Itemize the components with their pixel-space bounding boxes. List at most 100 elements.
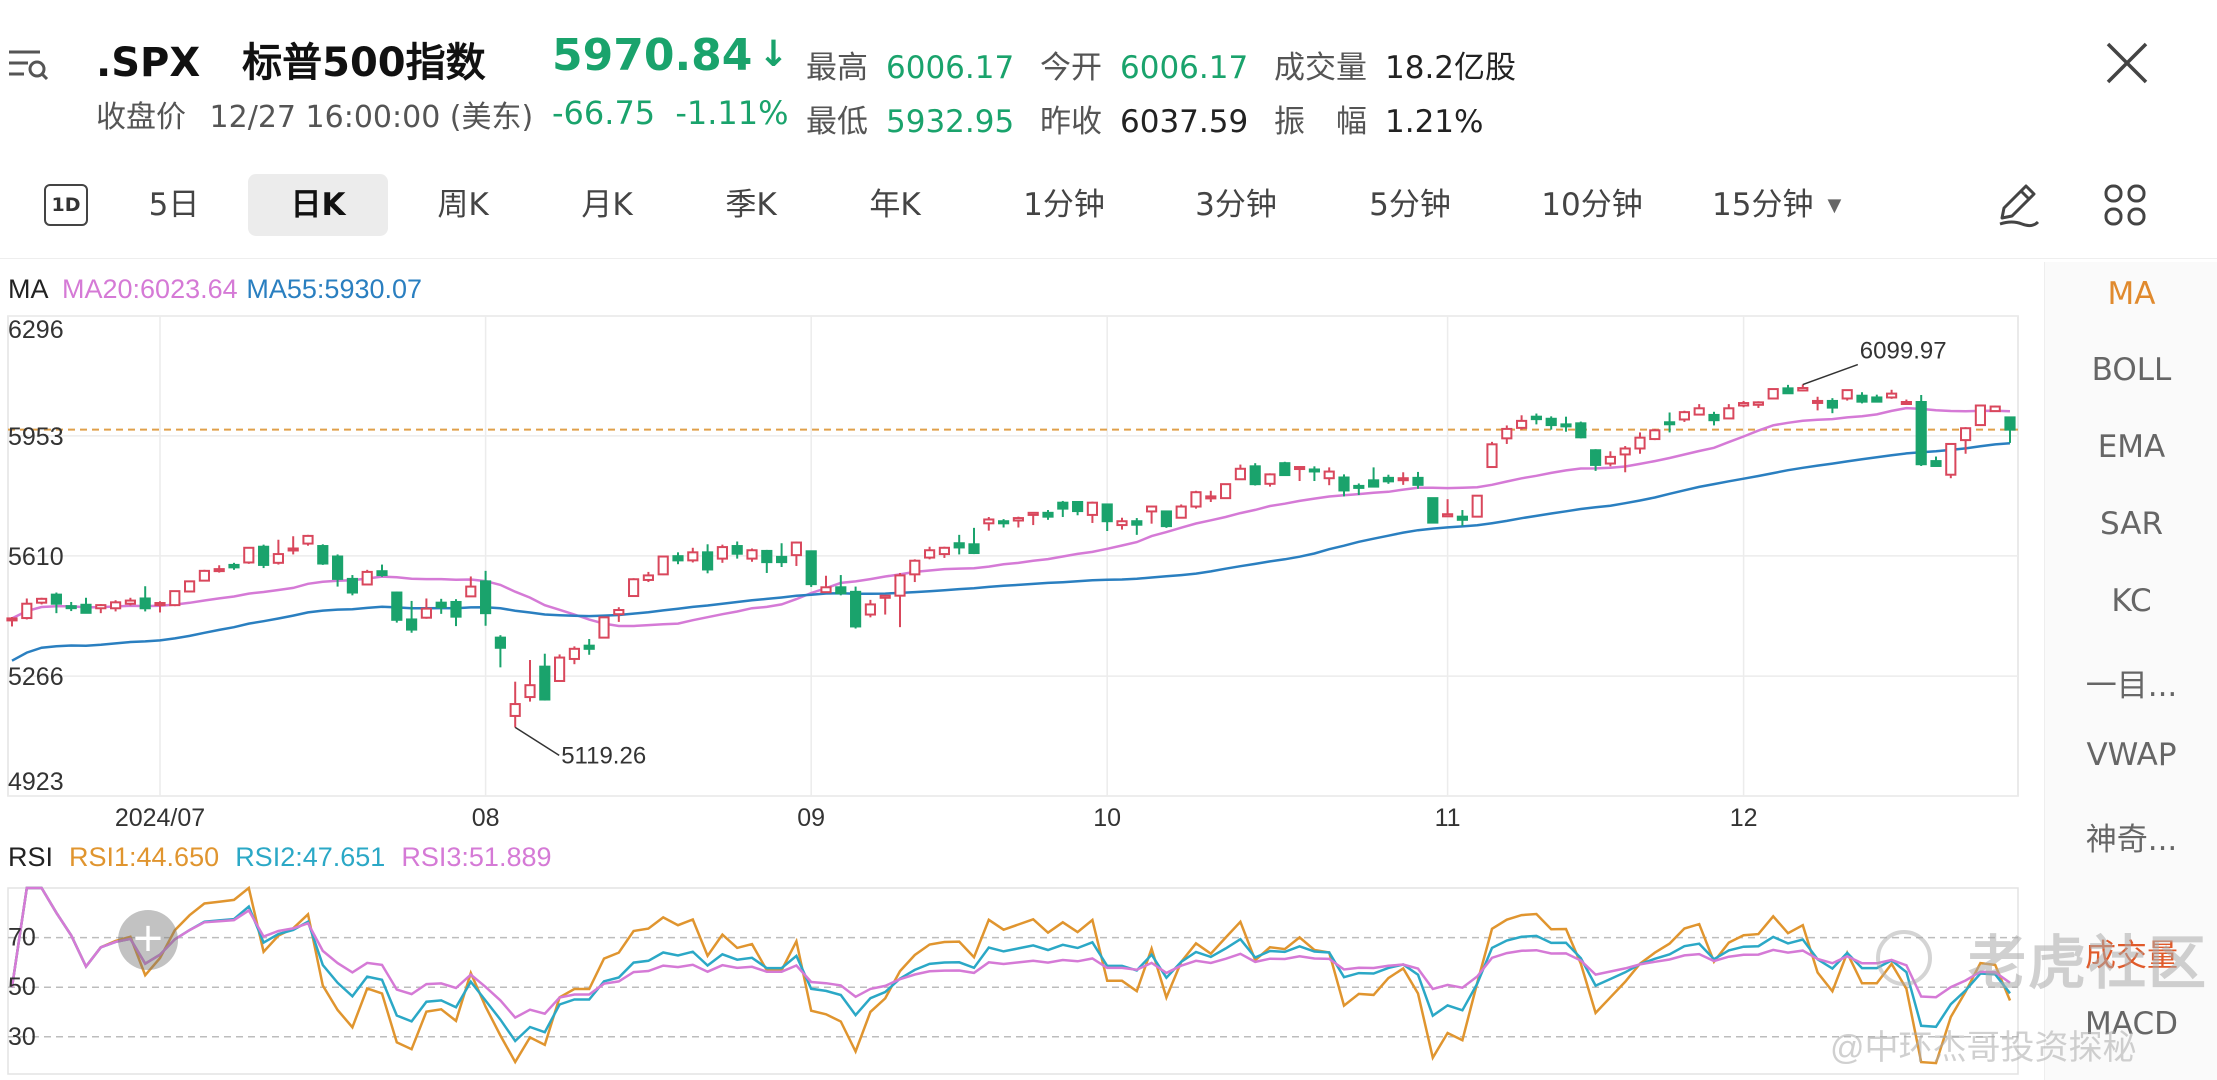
candle-body xyxy=(1131,520,1143,526)
candle-body xyxy=(1678,411,1690,421)
tab-yearly-k[interactable]: 年K xyxy=(869,187,921,223)
ma-legend: MA MA20:6023.64 MA55:5930.07 xyxy=(8,274,422,304)
tab-15min[interactable]: 15分钟 ▼ xyxy=(1712,174,1892,236)
tab-3min[interactable]: 3分钟 xyxy=(1195,187,1277,223)
grid-icon[interactable] xyxy=(2100,180,2150,230)
candle-body xyxy=(65,605,77,610)
indicator-ma[interactable]: MA xyxy=(2107,276,2156,312)
tab-1min[interactable]: 1分钟 xyxy=(1023,187,1105,223)
pencil-icon[interactable] xyxy=(1992,180,2042,230)
candle-body xyxy=(1575,422,1587,439)
candle-body xyxy=(1264,473,1276,485)
stat-label: 今开 xyxy=(1040,50,1102,86)
tab-5d[interactable]: 5日 xyxy=(148,187,200,223)
candle-body xyxy=(1368,479,1380,488)
candle-body xyxy=(450,600,462,618)
candle-body xyxy=(1856,394,1868,403)
indicator-ichimoku[interactable]: 一目... xyxy=(2085,668,2178,704)
candle-body xyxy=(169,590,181,607)
candle-body xyxy=(1989,405,2001,413)
indicator-boll[interactable]: BOLL xyxy=(2091,352,2172,388)
candle-body xyxy=(938,546,950,556)
candle-body xyxy=(1516,419,1528,429)
crosshair-button[interactable]: + xyxy=(118,910,178,970)
candle-body xyxy=(1205,495,1217,500)
candle-body xyxy=(761,549,773,564)
candle-body xyxy=(1915,401,1927,466)
indicator-sar[interactable]: SAR xyxy=(2100,506,2163,542)
tab-5min[interactable]: 5分钟 xyxy=(1369,187,1451,223)
stat-value: 6006.17 xyxy=(886,50,1015,86)
indicator-magic[interactable]: 神奇... xyxy=(2085,822,2178,858)
price-tick-label: 5266 xyxy=(8,663,64,691)
tab-quarterly-k[interactable]: 季K xyxy=(725,187,777,223)
stat-value: 6037.59 xyxy=(1120,104,1249,140)
close-icon[interactable] xyxy=(2102,38,2152,88)
candle-body xyxy=(894,574,906,597)
candle-body xyxy=(1723,407,1735,420)
candle-body xyxy=(835,586,847,595)
close-time: 12/27 16:00:00 (美东) xyxy=(209,100,534,135)
candle-body xyxy=(287,547,299,552)
ma-lines xyxy=(11,406,2011,662)
tab-daily-k[interactable]: 日K xyxy=(248,174,388,236)
indicator-macd[interactable]: MACD xyxy=(2085,1006,2178,1042)
candle-body xyxy=(1619,447,1631,456)
candle-body xyxy=(36,597,48,604)
candle-body xyxy=(702,551,714,571)
candle-body xyxy=(1767,388,1779,400)
candle-body xyxy=(228,563,240,569)
price-chart[interactable]: MA MA20:6023.64 MA55:5930.07 6296 5953 5610 5… xyxy=(0,262,2040,1080)
tab-weekly-k[interactable]: 周K xyxy=(437,187,489,223)
stat-value: 1.21% xyxy=(1385,104,1484,140)
candle-body xyxy=(1501,427,1513,440)
candle-body xyxy=(716,546,728,560)
candle-body xyxy=(213,568,225,573)
period-switch-icon[interactable]: 1D xyxy=(44,184,88,226)
rsi-lines xyxy=(10,885,2012,1065)
stat-high: 最高 6006.17 xyxy=(806,42,1014,87)
candle-body xyxy=(1604,455,1616,465)
tab-10min[interactable]: 10分钟 xyxy=(1541,187,1643,223)
candle-body xyxy=(1012,517,1024,522)
candle-body xyxy=(1634,436,1646,450)
candle-body xyxy=(1812,399,1824,404)
candle-body xyxy=(1101,503,1113,523)
indicator-vwap[interactable]: VWAP xyxy=(2086,737,2177,773)
candle-body xyxy=(50,593,62,605)
candle-body xyxy=(1086,501,1098,516)
list-search-icon[interactable] xyxy=(6,44,50,84)
candle-body xyxy=(628,578,640,598)
price-tick-label: 5953 xyxy=(8,423,64,451)
tab-monthly-k[interactable]: 月K xyxy=(581,187,633,223)
candle-body xyxy=(864,603,876,616)
legend-ma: MA xyxy=(8,274,49,304)
candle-body xyxy=(598,616,610,639)
candle-body xyxy=(1456,515,1468,521)
date-tick-label: 10 xyxy=(1093,804,1121,832)
candle-body xyxy=(302,534,314,545)
stat-value: 18.2亿股 xyxy=(1385,50,1517,86)
candle-body xyxy=(406,618,418,631)
candle-body xyxy=(139,597,151,610)
candle-body xyxy=(1116,520,1128,527)
candle-body xyxy=(953,542,965,549)
candle-body xyxy=(1382,476,1394,483)
indicator-ema[interactable]: EMA xyxy=(2097,429,2166,465)
stat-prev-close: 昨收 6037.59 xyxy=(1040,96,1248,141)
candle-body xyxy=(746,549,758,560)
date-tick-label: 2024/07 xyxy=(115,804,205,832)
rsi-tick-label: 70 xyxy=(8,924,36,952)
candle-body xyxy=(1190,491,1202,508)
indicator-kc[interactable]: KC xyxy=(2111,583,2152,619)
stat-value: 5932.95 xyxy=(886,104,1015,140)
annotation-leader xyxy=(1802,363,1859,386)
stat-amplitude: 振 幅 1.21% xyxy=(1274,96,1483,141)
candle-body xyxy=(539,665,551,701)
legend-rsi2: RSI2:47.651 xyxy=(235,842,385,872)
candle-body xyxy=(1442,513,1454,518)
candle-body xyxy=(317,545,329,565)
candle-body xyxy=(790,541,802,557)
indicator-volume[interactable]: 成交量 xyxy=(2085,938,2178,974)
candle-body xyxy=(583,644,595,650)
